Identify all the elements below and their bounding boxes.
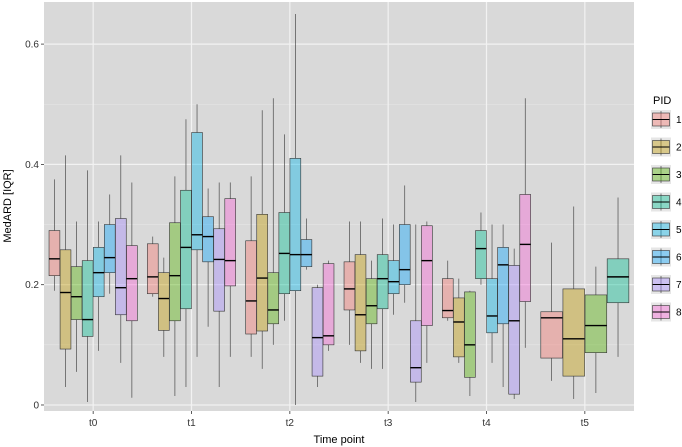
y-tick-label: 0.6 xyxy=(25,40,39,51)
legend-label: 6 xyxy=(676,253,682,264)
legend-label: 2 xyxy=(676,143,682,154)
plot-panel xyxy=(44,2,634,411)
box-body xyxy=(343,261,356,311)
box-body xyxy=(180,189,192,310)
legend-item-pid-5: 5 xyxy=(651,220,682,239)
legend-label: 1 xyxy=(676,115,682,126)
box-body xyxy=(376,254,389,310)
x-tick-label: t1 xyxy=(187,418,196,429)
box-t3-pid-4 xyxy=(376,218,389,369)
box-body xyxy=(311,287,324,377)
legend-label: 3 xyxy=(676,170,682,181)
box-body xyxy=(48,230,61,276)
x-tick-label: t0 xyxy=(89,418,98,429)
box-t0-pid-4 xyxy=(81,170,94,402)
box-t2-pid-6 xyxy=(300,218,313,270)
legend-label: 8 xyxy=(676,308,682,319)
box-t1-pid-1 xyxy=(147,236,159,297)
box-t1-pid-6 xyxy=(202,188,214,327)
box-body xyxy=(606,258,630,304)
y-tick-label: 0.2 xyxy=(25,280,39,291)
box-body xyxy=(202,216,214,263)
x-tick-label: t5 xyxy=(581,418,590,429)
box-body xyxy=(519,194,531,302)
box-t3-pid-8 xyxy=(421,221,433,363)
box-t2-pid-7 xyxy=(311,284,324,387)
legend-item-pid-1: 1 xyxy=(651,110,682,129)
box-body xyxy=(158,272,170,331)
box-body xyxy=(147,243,159,295)
box-t4-pid-8 xyxy=(519,98,531,348)
y-tick-label: 0.4 xyxy=(25,160,39,171)
box-body xyxy=(59,249,72,350)
box-body xyxy=(584,294,608,353)
box-body xyxy=(115,218,127,316)
box-t5-pid-1 xyxy=(540,242,563,381)
box-t5-pid-2 xyxy=(562,206,585,399)
box-t2-pid-3 xyxy=(267,98,279,345)
legend-item-pid-7: 7 xyxy=(651,275,682,294)
box-body xyxy=(421,225,433,326)
box-body xyxy=(354,254,367,352)
legend: PID 1 2 3 4 5 6 7 8 xyxy=(651,95,682,322)
box-body xyxy=(453,297,465,358)
box-body xyxy=(126,245,138,322)
box-body xyxy=(169,222,181,322)
box-body xyxy=(213,228,225,312)
legend-item-pid-8: 8 xyxy=(651,302,682,322)
box-body xyxy=(267,272,279,325)
box-body xyxy=(399,224,411,285)
box-body xyxy=(508,265,520,395)
box-body xyxy=(365,278,378,325)
legend-label: 7 xyxy=(676,280,682,291)
x-axis-title: Time point xyxy=(314,434,365,446)
box-t4-pid-4 xyxy=(475,212,487,285)
box-body xyxy=(245,240,257,335)
box-body xyxy=(256,214,268,332)
box-body xyxy=(497,247,509,325)
x-tick-label: t2 xyxy=(286,418,295,429)
box-t3-pid-6 xyxy=(399,185,411,303)
legend-item-pid-2: 2 xyxy=(651,137,682,157)
legend-item-pid-6: 6 xyxy=(651,247,682,267)
legend-label: 4 xyxy=(676,198,682,209)
legend-item-pid-3: 3 xyxy=(651,165,682,184)
box-body xyxy=(191,132,203,251)
box-body xyxy=(289,158,302,292)
box-t2-pid-5 xyxy=(289,14,302,405)
box-body xyxy=(464,291,476,378)
box-body xyxy=(104,224,116,273)
boxes xyxy=(48,14,630,405)
box-body xyxy=(410,320,422,383)
box-body xyxy=(540,311,563,359)
box-body xyxy=(224,198,236,287)
x-tick-label: t4 xyxy=(482,418,491,429)
y-tick-label: 0 xyxy=(33,400,39,411)
box-t2-pid-8 xyxy=(322,260,335,351)
box-body xyxy=(387,260,400,295)
box-body xyxy=(475,230,487,279)
box-body xyxy=(322,263,335,346)
legend-item-pid-4: 4 xyxy=(651,192,682,212)
box-t4-pid-3 xyxy=(464,290,476,396)
box-body xyxy=(70,266,83,320)
box-t4-pid-7 xyxy=(508,248,520,399)
box-body xyxy=(300,239,313,267)
box-body xyxy=(562,288,585,377)
legend-title: PID xyxy=(653,95,671,107)
box-t5-pid-4 xyxy=(606,197,630,357)
box-body xyxy=(81,260,94,337)
box-t3-pid-7 xyxy=(410,224,422,402)
box-t1-pid-5 xyxy=(191,104,203,357)
box-body xyxy=(486,278,498,334)
x-tick-label: t3 xyxy=(384,418,393,429)
box-t0-pid-8 xyxy=(126,182,138,398)
box-t1-pid-8 xyxy=(224,182,236,357)
legend-label: 5 xyxy=(676,225,682,236)
axes: 0 0.2 0.4 0.6 t0 t1 t2 t3 t4 t5 xyxy=(25,40,589,429)
box-t5-pid-3 xyxy=(584,266,608,393)
y-axis-title: MedARD [IQR] xyxy=(2,169,14,242)
box-body xyxy=(442,278,454,319)
